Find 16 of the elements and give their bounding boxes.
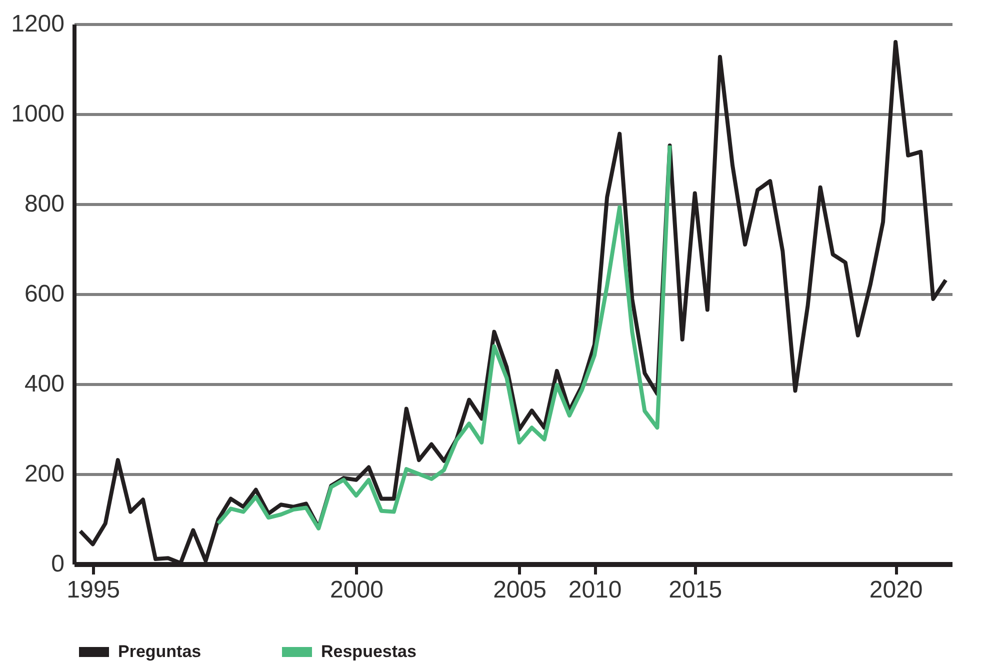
x-tick-label: 1995 xyxy=(66,576,120,604)
x-tick-label: 2000 xyxy=(330,576,384,604)
y-tick-label: 400 xyxy=(24,370,64,398)
line-series xyxy=(216,144,672,530)
x-tick-label: 2005 xyxy=(493,576,546,604)
y-tick-label: 0 xyxy=(51,550,64,578)
x-tick-label: 2015 xyxy=(668,576,722,604)
y-tick-label: 600 xyxy=(24,280,64,308)
x-tick-label: 2010 xyxy=(568,576,622,604)
y-tick-label: 200 xyxy=(24,460,64,488)
x-tick-label: 2020 xyxy=(869,576,923,604)
y-tick-label: 800 xyxy=(24,190,64,218)
y-tick-label: 1000 xyxy=(11,100,64,128)
y-tick-label: 1200 xyxy=(11,10,64,38)
legend-label: Preguntas xyxy=(118,642,202,661)
legend-label: Respuestas xyxy=(321,642,416,661)
